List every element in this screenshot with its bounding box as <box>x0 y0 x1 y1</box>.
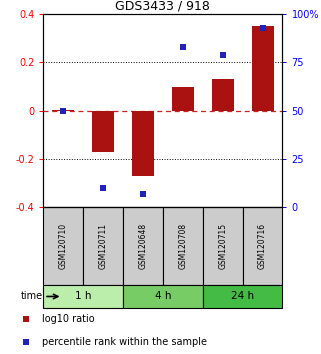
Bar <box>203 207 243 285</box>
Text: GSM120648: GSM120648 <box>138 223 147 269</box>
Text: GSM120711: GSM120711 <box>99 223 108 269</box>
Text: percentile rank within the sample: percentile rank within the sample <box>42 337 207 348</box>
Text: GSM120708: GSM120708 <box>178 223 187 269</box>
Text: GSM120715: GSM120715 <box>218 223 227 269</box>
Bar <box>43 207 83 285</box>
Text: time: time <box>21 291 43 302</box>
Bar <box>163 207 203 285</box>
Bar <box>92 110 114 152</box>
Bar <box>172 86 194 110</box>
Bar <box>243 207 282 285</box>
Title: GDS3433 / 918: GDS3433 / 918 <box>116 0 210 13</box>
Text: log10 ratio: log10 ratio <box>42 314 94 325</box>
Bar <box>43 285 123 308</box>
Text: 24 h: 24 h <box>231 291 254 302</box>
Bar <box>83 207 123 285</box>
Text: GSM120710: GSM120710 <box>59 223 68 269</box>
Bar <box>123 285 203 308</box>
Bar <box>123 207 163 285</box>
Text: 1 h: 1 h <box>75 291 91 302</box>
Bar <box>132 110 154 176</box>
Bar <box>252 26 273 110</box>
Text: GSM120716: GSM120716 <box>258 223 267 269</box>
Text: 4 h: 4 h <box>155 291 171 302</box>
Bar <box>212 79 234 110</box>
Bar <box>203 285 282 308</box>
